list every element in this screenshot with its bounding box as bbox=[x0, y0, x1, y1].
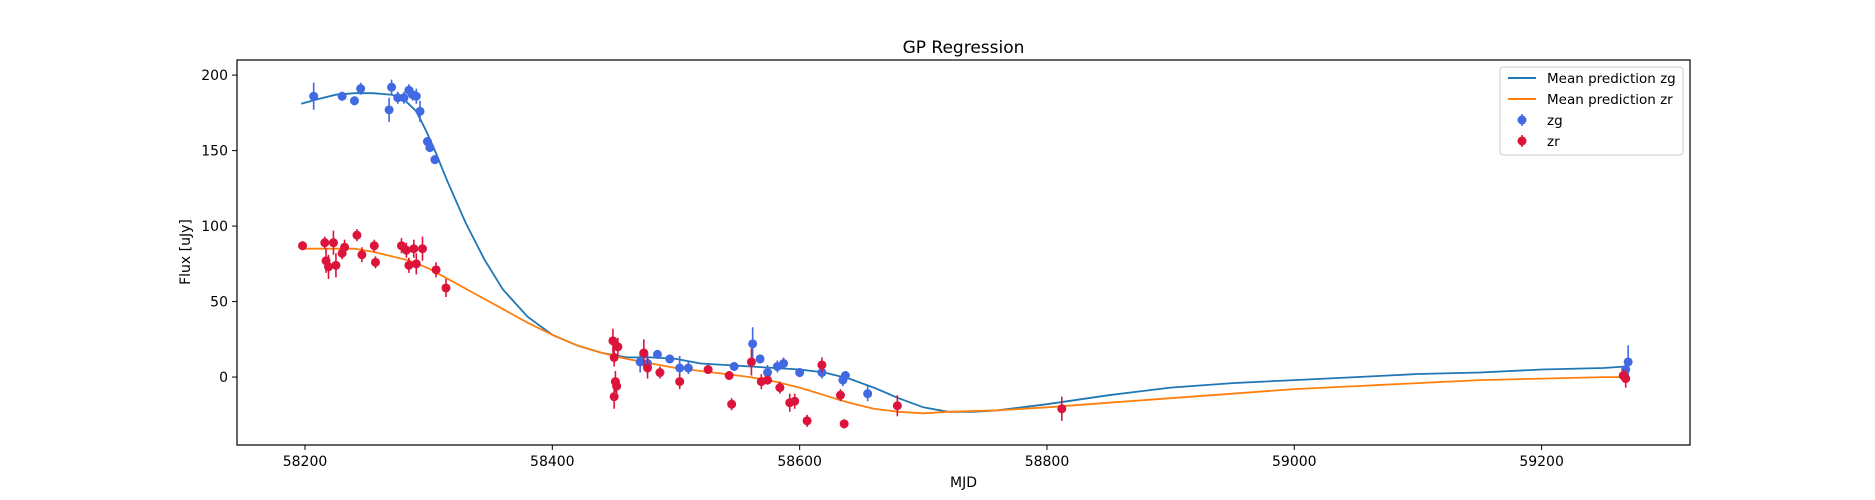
data-point-zr bbox=[331, 260, 341, 270]
y-tick-label: 100 bbox=[201, 219, 228, 235]
x-axis-label: MJD bbox=[950, 475, 977, 491]
data-point-zg bbox=[399, 93, 409, 103]
data-point-zr bbox=[609, 392, 619, 402]
data-point-zr bbox=[790, 396, 800, 406]
data-point-zr bbox=[328, 238, 338, 248]
data-point-zr bbox=[370, 257, 380, 267]
data-point-zr bbox=[324, 262, 334, 272]
data-point-zr bbox=[655, 368, 665, 378]
data-point-zg bbox=[337, 91, 347, 101]
data-point-zg bbox=[356, 84, 366, 94]
legend-label-zr: zr bbox=[1547, 134, 1560, 150]
x-tick-label: 59000 bbox=[1272, 454, 1317, 470]
data-point-zg bbox=[863, 389, 873, 399]
data-point-zr bbox=[357, 250, 367, 260]
x-tick-label: 59200 bbox=[1519, 454, 1564, 470]
data-point-zr bbox=[441, 283, 451, 293]
data-point-zg bbox=[729, 361, 739, 371]
data-point-zr bbox=[401, 245, 411, 255]
x-tick-label: 58400 bbox=[530, 454, 575, 470]
data-point-zr bbox=[340, 242, 350, 252]
data-point-zr bbox=[1621, 374, 1631, 384]
data-point-zg bbox=[840, 371, 850, 381]
y-tick-label: 50 bbox=[210, 295, 228, 311]
data-point-zr bbox=[817, 360, 827, 370]
data-point-zg bbox=[387, 82, 397, 92]
data-point-zr bbox=[746, 357, 756, 367]
data-point-zr bbox=[320, 238, 330, 248]
data-point-zr bbox=[675, 377, 685, 387]
data-point-zr bbox=[609, 352, 619, 362]
data-point-zr bbox=[431, 265, 441, 275]
data-point-zg bbox=[795, 368, 805, 378]
plot-area bbox=[298, 79, 1633, 429]
data-point-zr bbox=[411, 259, 421, 269]
legend-swatch-zr bbox=[1517, 136, 1527, 146]
data-point-zg bbox=[384, 105, 394, 115]
data-point-zg bbox=[349, 96, 359, 106]
data-point-zr bbox=[1057, 404, 1067, 414]
data-point-zr bbox=[404, 260, 414, 270]
data-point-zg bbox=[393, 93, 403, 103]
chart-title: GP Regression bbox=[903, 38, 1025, 58]
data-point-zg bbox=[635, 357, 645, 367]
data-point-zg bbox=[748, 339, 758, 349]
data-point-zg bbox=[415, 106, 425, 116]
y-axis-label: Flux [uJy] bbox=[178, 219, 194, 285]
data-point-zg bbox=[755, 354, 765, 364]
data-point-zg bbox=[779, 358, 789, 368]
data-point-zr bbox=[608, 336, 618, 346]
data-point-zg bbox=[675, 363, 685, 373]
data-point-zr bbox=[639, 348, 649, 358]
axes: 58200 58400 58600 58800 59000 59200 0 50 100 150 2… bbox=[201, 68, 1564, 470]
data-point-zg bbox=[430, 155, 440, 165]
data-point-zg bbox=[665, 354, 675, 364]
data-point-zr bbox=[613, 342, 623, 352]
data-point-zr bbox=[409, 244, 419, 254]
data-point-zr bbox=[612, 381, 622, 391]
data-point-zr bbox=[835, 390, 845, 400]
y-tick-label: 0 bbox=[219, 370, 228, 386]
data-point-zr bbox=[762, 375, 772, 385]
x-tick-label: 58800 bbox=[1025, 454, 1070, 470]
data-point-zg bbox=[309, 91, 319, 101]
plot-frame bbox=[236, 59, 1691, 446]
data-point-zr bbox=[839, 419, 849, 429]
data-point-zr bbox=[775, 383, 785, 393]
legend-box bbox=[1499, 66, 1684, 156]
data-point-zr bbox=[352, 230, 362, 240]
y-tick-label: 150 bbox=[201, 144, 228, 160]
data-point-zr bbox=[727, 399, 737, 409]
data-point-zr bbox=[643, 363, 653, 373]
data-point-zr bbox=[417, 244, 427, 254]
x-tick-label: 58600 bbox=[777, 454, 822, 470]
legend-label-mean-zr: Mean prediction zr bbox=[1547, 92, 1673, 108]
legend-label-zg: zg bbox=[1547, 113, 1563, 129]
data-point-zg bbox=[1623, 357, 1633, 367]
data-point-zg bbox=[652, 349, 662, 359]
data-point-zg bbox=[411, 91, 421, 101]
data-point-zg bbox=[762, 368, 772, 378]
data-point-zg bbox=[683, 363, 693, 373]
x-tick-label: 58200 bbox=[283, 454, 328, 470]
data-point-zr bbox=[369, 241, 379, 251]
data-point-zr bbox=[892, 401, 902, 411]
data-point-zr bbox=[802, 416, 812, 426]
data-point-zr bbox=[703, 365, 713, 375]
legend-label-mean-zg: Mean prediction zg bbox=[1547, 71, 1676, 87]
legend-swatch-zg bbox=[1517, 115, 1527, 125]
data-point-zr bbox=[298, 241, 308, 251]
legend: Mean prediction zg Mean prediction zr zg zr bbox=[1499, 66, 1684, 156]
data-point-zg bbox=[425, 143, 435, 153]
y-tick-label: 200 bbox=[201, 68, 228, 84]
data-point-zr bbox=[724, 371, 734, 381]
